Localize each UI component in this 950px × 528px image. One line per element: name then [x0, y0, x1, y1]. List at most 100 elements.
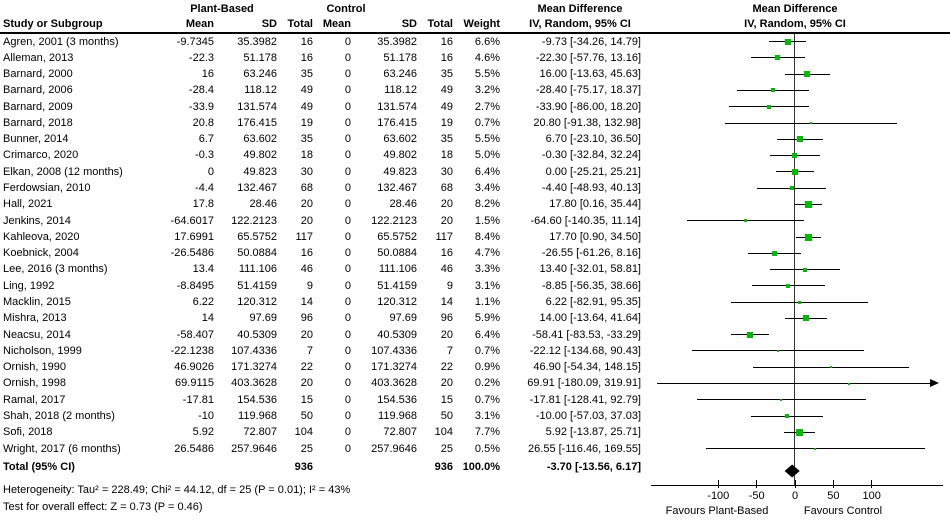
study-ci-text: 6.70 [-23.10, 36.50] [545, 133, 641, 146]
control-total: 16 [440, 35, 453, 48]
treatment-sd: 403.3628 [231, 377, 277, 390]
treatment-mean: 16 [201, 68, 214, 81]
control-sd: 111.106 [378, 263, 417, 276]
study-name: Jenkins, 2014 [3, 214, 71, 227]
table-row: Barnard, 2009 -33.9 131.574 49 0 131.574… [0, 99, 950, 115]
effect-marker [809, 122, 812, 125]
study-weight: 0.5% [474, 442, 500, 455]
control-total: 7 [446, 344, 453, 357]
control-total: 96 [440, 312, 453, 325]
study-weight: 0.7% [474, 116, 500, 129]
control-total: 18 [440, 149, 453, 162]
study-name: Mishra, 2013 [3, 312, 67, 325]
study-ci-text: 13.40 [-32.01, 58.81] [539, 263, 641, 276]
total-row: Total (95% CI) 936 936 100.0% -3.70 [-13… [0, 459, 950, 475]
effect-marker [789, 186, 794, 191]
treatment-mean: 17.8 [192, 198, 214, 211]
study-ci-text: 0.00 [-25.21, 25.21] [545, 165, 641, 178]
treatment-total: 20 [300, 198, 313, 211]
effect-marker [797, 136, 804, 143]
study-ci-text: 5.92 [-13.87, 25.71] [545, 426, 641, 439]
control-total: 117 [435, 230, 453, 243]
control-sd: 72.807 [383, 426, 417, 439]
control-mean: 0 [344, 361, 351, 374]
control-sd: 65.5752 [377, 230, 417, 243]
total-label: Total (95% CI) [3, 461, 75, 473]
study-weight: 8.4% [474, 230, 500, 243]
study-weight: 6.4% [474, 165, 500, 178]
table-row: Lee, 2016 (3 months) 13.4 111.106 46 0 1… [0, 261, 950, 277]
study-weight: 5.5% [474, 68, 500, 81]
control-total: 9 [446, 279, 453, 292]
effect-marker [786, 283, 791, 288]
study-name: Crimarco, 2020 [3, 149, 79, 162]
treatment-sd: 49.802 [243, 149, 277, 162]
effect-marker [780, 398, 783, 401]
overall-effect-test: Test for overall effect: Z = 0.73 (P = 0… [3, 501, 203, 513]
study-ci-text: 14.00 [-13.64, 41.64] [539, 312, 641, 325]
study-weight: 8.2% [474, 198, 500, 211]
treatment-mean: 69.9115 [175, 377, 214, 390]
treatment-total: 20 [300, 214, 313, 227]
control-mean: 0 [344, 84, 351, 97]
study-weight: 4.7% [474, 247, 500, 260]
control-total: 25 [440, 442, 453, 455]
effect-marker [772, 250, 778, 256]
study-weight: 3.2% [474, 84, 500, 97]
control-total: 20 [440, 198, 453, 211]
treatment-total: 49 [300, 84, 313, 97]
treatment-mean: 5.92 [192, 426, 214, 439]
col-header-mean1: Mean [185, 18, 214, 30]
control-sd: 35.3982 [377, 35, 417, 48]
treatment-sd: 65.5752 [237, 230, 277, 243]
table-row: Nicholson, 1999 -22.1238 107.4336 7 0 10… [0, 343, 950, 359]
total-weight: 100.0% [462, 461, 500, 473]
effect-marker [805, 200, 813, 208]
study-name: Nicholson, 1999 [3, 344, 82, 357]
control-sd: 120.312 [377, 295, 417, 308]
table-row: Barnard, 2000 16 63.246 35 0 63.246 35 5… [0, 66, 950, 82]
table-row: Ferdowsian, 2010 -4.4 132.467 68 0 132.4… [0, 180, 950, 196]
effect-marker [775, 55, 781, 61]
table-row: Alleman, 2013 -22.3 51.178 16 0 51.178 1… [0, 50, 950, 66]
treatment-mean: 46.9026 [174, 361, 214, 374]
effect-marker [829, 366, 832, 369]
control-sd: 171.3274 [371, 361, 417, 374]
md-column-title: Mean Difference [537, 3, 623, 15]
effect-marker [747, 331, 754, 338]
control-mean: 0 [344, 35, 351, 48]
treatment-total: 22 [300, 361, 313, 374]
treatment-mean: 14 [201, 312, 214, 325]
treatment-total: 20 [300, 377, 313, 390]
table-row: Bunner, 2014 6.7 63.602 35 0 63.602 35 5… [0, 131, 950, 147]
table-row: Koebnick, 2004 -26.5486 50.0884 16 0 50.… [0, 245, 950, 261]
treatment-sd: 111.106 [238, 263, 277, 276]
control-sd: 49.823 [383, 165, 417, 178]
control-mean: 0 [344, 51, 351, 64]
effect-marker [814, 447, 817, 450]
study-ci-text: -64.60 [-140.35, 11.14] [530, 214, 642, 227]
study-weight: 3.1% [474, 409, 500, 422]
effect-marker [802, 315, 809, 322]
treatment-mean: -9.7345 [176, 35, 214, 48]
control-mean: 0 [344, 279, 351, 292]
x-axis-tick-label: -50 [748, 490, 765, 502]
treatment-mean: -22.1238 [170, 344, 214, 357]
treatment-mean: 0 [207, 165, 214, 178]
col-header-weight: Weight [463, 18, 500, 30]
control-sd: 403.3628 [371, 377, 417, 390]
study-ci-text: -0.30 [-32.84, 32.24] [541, 149, 641, 162]
control-sd: 107.4336 [371, 344, 417, 357]
treatment-mean: -0.3 [195, 149, 214, 162]
table-row: Ornish, 1998 69.9115 403.3628 20 0 403.3… [0, 375, 950, 391]
control-mean: 0 [344, 116, 351, 129]
control-sd: 132.467 [377, 182, 417, 195]
table-row: Kahleova, 2020 17.6991 65.5752 117 0 65.… [0, 229, 950, 245]
treatment-total: 7 [306, 344, 313, 357]
treatment-sd: 154.536 [237, 393, 277, 406]
study-weight: 0.7% [474, 344, 500, 357]
table-row: Sofi, 2018 5.92 72.807 104 0 72.807 104 … [0, 424, 950, 440]
study-weight: 4.6% [474, 51, 500, 64]
control-mean: 0 [344, 165, 351, 178]
